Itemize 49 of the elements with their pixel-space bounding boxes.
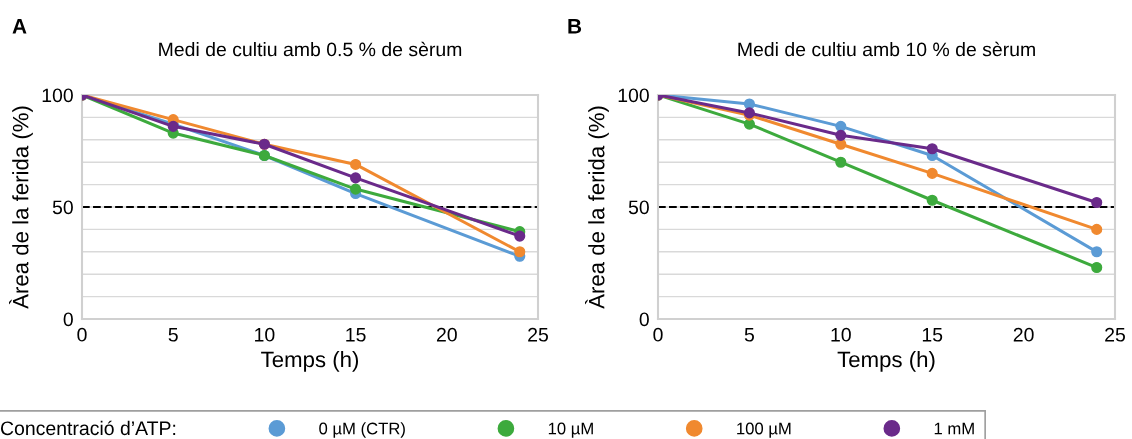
point [1091, 246, 1103, 258]
legend-label: 1 mM [934, 422, 974, 435]
x-tick-label: 10 [255, 327, 275, 342]
x-tick-label: 25 [528, 327, 548, 342]
chart-title: Medi de cultiu amb 10 % de sèrum [738, 41, 1035, 57]
chart-title: Medi de cultiu amb 0.5 % de sèrum [159, 41, 462, 57]
point [835, 156, 847, 168]
y-tick-label: 100 [618, 88, 649, 103]
legend-label: 10 µM [548, 422, 593, 438]
x-tick-label: 15 [346, 328, 366, 342]
point [514, 246, 526, 258]
point [350, 183, 362, 195]
legend-title: Concentració d’ATP: [0, 420, 176, 436]
point [926, 143, 938, 155]
point [350, 158, 362, 170]
point [926, 194, 938, 206]
y-tick-label: 50 [52, 200, 73, 215]
x-tick-label: 0 [77, 327, 87, 342]
point [514, 230, 526, 242]
y-tick-label: 0 [639, 312, 649, 327]
point [835, 120, 847, 132]
point [835, 138, 847, 150]
y-tick-label: 50 [628, 200, 649, 215]
point [743, 98, 755, 110]
y-axis-title: Àrea de la ferida (%) [9, 106, 33, 309]
x-tick-label: 5 [744, 328, 754, 342]
point [350, 172, 362, 184]
legend-label: 100 µM [737, 422, 791, 438]
x-tick-label: 0 [653, 327, 663, 342]
y-tick-label: 0 [63, 312, 73, 327]
text: A [12, 19, 27, 34]
point [1091, 261, 1103, 274]
text: B [568, 19, 582, 34]
point [1091, 196, 1103, 209]
point [1091, 223, 1103, 235]
x-tick-label: 25 [1105, 327, 1125, 342]
x-axis-title: Temps (h) [837, 351, 935, 372]
legend-label: 0 µM (CTR) [319, 422, 405, 438]
x-tick-label: 20 [436, 327, 457, 342]
x-tick-label: 5 [168, 328, 178, 342]
x-axis-title: Temps (h) [261, 351, 359, 372]
y-tick-label: 100 [42, 88, 73, 103]
point [743, 118, 755, 130]
point [926, 167, 938, 179]
x-tick-label: 10 [831, 327, 851, 342]
x-tick-label: 15 [922, 328, 943, 342]
y-axis-title: Àrea de la ferida (%) [585, 106, 609, 309]
point [835, 129, 847, 141]
x-tick-label: 20 [1013, 327, 1034, 342]
